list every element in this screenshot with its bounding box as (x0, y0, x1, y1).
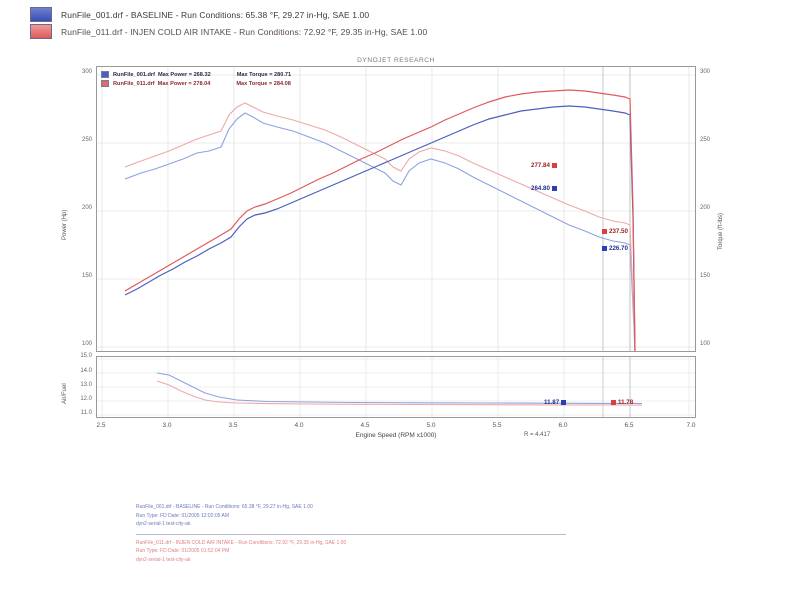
y-tick-afr: 13.0 (80, 382, 92, 388)
footer-line: dyn2-serial-1 test-city-ak (136, 521, 191, 527)
footer-line: RunFile_001.drf - BASELINE - Run Conditi… (136, 504, 313, 510)
legend-file-1: RunFile_001.drf (113, 71, 155, 78)
y-tick-right: 300 (700, 69, 711, 75)
footer-divider (136, 533, 566, 535)
ratio-note: R = 4.417 (524, 432, 551, 438)
y-tick-left: 300 (81, 69, 92, 75)
header-run-row: RunFile_001.drf - BASELINE - Run Conditi… (30, 6, 690, 23)
run-legend-header: RunFile_001.drf - BASELINE - Run Conditi… (30, 6, 690, 40)
callout-torque-blue: 226.70 (600, 245, 628, 252)
power-torque-chart[interactable]: RunFile_001.drf Max Power = 268.32 Max T… (96, 66, 696, 352)
x-tick: 5.0 (426, 422, 436, 429)
footer-line: Run Type: FD Date: 01/2005 12:02:05 AM (136, 512, 230, 519)
afr-plot-area (97, 357, 695, 417)
header-run-row: RunFile_011.drf - INJEN COLD AIR INTAKE … (30, 23, 690, 40)
y-tick-afr: 14.0 (80, 368, 92, 374)
y-axis-title-left: Power (Hp) (62, 209, 68, 240)
x-tick: 6.5 (624, 422, 634, 429)
run-details-footer: RunFile_001.drf - BASELINE - Run Conditi… (136, 503, 566, 564)
y-tick-right: 200 (700, 205, 711, 211)
inplot-legend-row: RunFile_011.drf Max Power = 278.04 Max T… (101, 79, 291, 88)
callout-power-red: 277.84 (531, 162, 559, 169)
chart-svg (97, 67, 695, 351)
y-tick-afr: 12.0 (80, 396, 92, 402)
x-tick: 4.5 (360, 422, 370, 429)
callout-afr-red: 11.78 (609, 399, 633, 406)
run-color-swatch-blue-icon (30, 7, 52, 22)
legend-maxtorque-2: Max Torque = 284.08 (236, 80, 291, 87)
footer-line: RunFile_011.drf - INJEN COLD AIR INTAKE … (136, 539, 347, 546)
legend-swatch-blue-icon (101, 71, 109, 78)
chart-title-bar: DYNOJET RESEARCH CF: SAE Smoothing: 5 (96, 57, 696, 121)
y-tick-right: 250 (700, 137, 711, 143)
y-tick-right: 100 (700, 341, 711, 347)
y-tick-afr: 11.0 (80, 410, 92, 416)
y-tick-left: 100 (81, 341, 92, 347)
y-tick-left: 150 (81, 273, 92, 279)
run-color-swatch-red-icon (30, 24, 52, 39)
x-tick: 2.5 (96, 422, 106, 429)
footer-line: Run Type: FD Date: 01/2005 01:52:04 PM (136, 548, 230, 554)
x-tick: 3.5 (228, 422, 238, 429)
inplot-legend: RunFile_001.drf Max Power = 268.32 Max T… (101, 70, 291, 88)
x-tick: 7.0 (686, 422, 696, 429)
legend-maxpower-2: Max Power = 278.04 (157, 80, 211, 87)
header-run-label-2: RunFile_011.drf - INJEN COLD AIR INTAKE … (61, 26, 428, 37)
afr-chart-svg (97, 357, 695, 417)
legend-maxtorque-1: Max Torque = 280.71 (236, 71, 292, 78)
legend-swatch-red-icon (101, 80, 109, 87)
legend-file-2: RunFile_011.drf (113, 80, 155, 87)
y-axis-title-right: Torque (ft-lbs) (718, 212, 724, 250)
chart-title: DYNOJET RESEARCH (357, 57, 435, 64)
y-tick-right: 150 (700, 273, 711, 279)
y-tick-left: 200 (81, 205, 92, 211)
x-tick: 4.0 (294, 422, 304, 429)
y-tick-left: 250 (81, 137, 92, 143)
x-tick: 3.0 (162, 422, 172, 429)
callout-afr-blue: 11.87 (544, 399, 568, 406)
inplot-legend-row: RunFile_001.drf Max Power = 268.32 Max T… (101, 70, 291, 79)
footer-line: dyn2-serial-1 test-city-ak (136, 556, 191, 563)
x-tick: 6.0 (558, 422, 568, 429)
y-tick-afr: 15.0 (80, 353, 92, 359)
plot-area (97, 67, 695, 351)
header-run-label-1: RunFile_001.drf - BASELINE - Run Conditi… (61, 9, 370, 20)
callout-power-blue: 264.80 (531, 185, 559, 192)
air-fuel-chart[interactable]: 11.87 11.78 (96, 356, 696, 418)
legend-maxpower-1: Max Power = 268.32 (157, 71, 211, 78)
x-tick: 5.5 (492, 422, 502, 429)
x-axis-title: Engine Speed (RPM x1000) (355, 432, 437, 439)
callout-torque-red: 237.50 (600, 228, 628, 235)
